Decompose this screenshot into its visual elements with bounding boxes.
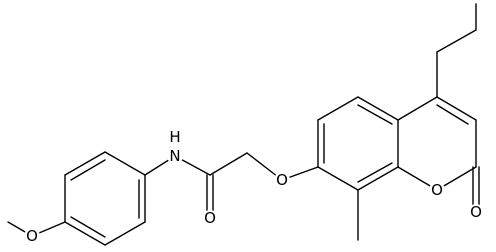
atom-label: O [26, 227, 38, 245]
atom-label: O [470, 203, 482, 221]
atom-label: O [204, 209, 216, 227]
atom-label: H [169, 128, 180, 146]
atom-label: N [169, 147, 180, 165]
bonds [7, 3, 480, 246]
atom-label: O [431, 181, 443, 199]
atom-labels: O N H O O O O [24, 128, 484, 245]
atom-label: O [276, 171, 288, 189]
